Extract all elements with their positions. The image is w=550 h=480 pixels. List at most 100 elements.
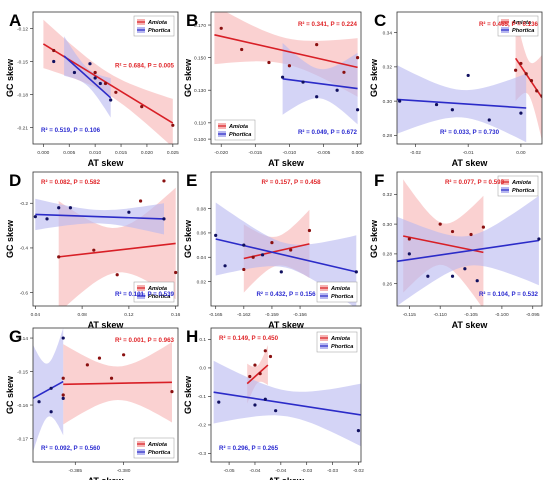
legend-label-amiota: Amiota [147,286,167,292]
y-axis-label: GC skew [369,219,379,258]
phortica-stat-label: R² = 0.432, P = 0.156 [256,291,316,298]
amiota-point [85,363,89,367]
amiota-regression-line [58,242,176,258]
amiota-point [103,81,108,86]
y-tick-label: -0.17 [17,436,28,442]
amiota-point [315,42,319,47]
legend: Amiota Phortica [133,437,175,459]
y-tick-label: 0.170 [194,23,206,29]
panel-g: G -0.385 -0.380 -0.14 -0.15 -0.16 -0.17 AT skew… [5,327,179,480]
amiota-point [251,255,255,259]
x-tick-label: 0.00 [516,150,526,156]
amiota-point [263,349,267,353]
amiota-point [174,270,178,275]
phortica-point [355,108,360,112]
y-axis-label: GC skew [183,219,193,258]
amiota-point [115,273,119,277]
phortica-point [57,206,61,210]
plot-area [33,179,178,306]
amiota-point [469,232,473,237]
panel-d: D 0.04 0.08 0.12 0.16 -0.2 -0.4 -0.6 AT skew GC s… [5,171,181,330]
amiota-point [248,374,252,379]
y-tick-label: -0.6 [20,290,29,296]
plot-area [397,179,541,306]
phortica-point [37,400,41,404]
legend-label-amiota: Amiota [330,336,350,342]
amiota-stat-label: R² = 0.465, P = 0.136 [479,21,539,28]
phortica-point [487,118,491,122]
panel-letter: B [186,11,198,30]
amiota-point [162,179,166,183]
amiota-point [219,26,223,30]
y-tick-label: 0.1 [199,337,206,343]
x-tick-label: -0.100 [495,312,509,318]
phortica-point [463,267,467,271]
amiota-point [529,78,534,83]
plot-area [42,19,175,144]
amiota-point [287,64,292,68]
legend: Amiota Phortica [316,281,358,303]
legend: Amiota Phortica [497,15,539,37]
amiota-point [407,237,411,241]
plot-area [214,12,360,125]
x-tick-label: -0.010 [283,150,297,156]
x-tick-label: -0.03 [301,468,312,474]
x-tick-label: 0.000 [352,150,364,156]
x-axis-label: AT skew [268,476,305,480]
x-axis-label: AT skew [88,158,125,168]
y-axis-label: GC skew [5,58,15,97]
amiota-point [242,267,246,272]
phortica-point [109,98,113,102]
amiota-point [438,222,442,226]
phortica-regression-line [282,78,358,90]
phortica-point [49,386,53,390]
y-tick-label: -0.4 [20,246,29,252]
x-tick-label: 0.04 [31,312,41,318]
panel-h: H -0.05 -0.04 -0.04 -0.03 -0.03 -0.02 0.1 0.0 -0.… [183,327,364,480]
x-tick-label: -0.159 [265,312,279,318]
amiota-point [61,376,65,380]
legend: Amiota Phortica [133,281,175,303]
y-tick-label: 0.26 [383,281,393,287]
amiota-point [57,255,61,259]
phortica-point [61,396,65,400]
y-axis-label: GC skew [5,375,15,414]
legend-label-amiota: Amiota [330,286,350,292]
legend-label-phortica: Phortica [229,132,251,138]
phortica-point [335,88,339,92]
phortica-stat-label: R² = 0.101, P = 0.539 [115,291,175,298]
amiota-stat-label: R² = 0.082, P = 0.582 [41,179,101,186]
phortica-point [33,215,37,219]
y-tick-label: 0.30 [383,222,393,228]
plot-frame [32,171,179,307]
phortica-point [72,70,77,75]
panel-letter: G [9,327,22,346]
panel-b: B -0.020 -0.015 -0.010 -0.005 0.000 0.170 0.150… [183,11,364,168]
amiota-point [138,199,143,203]
legend-label-phortica: Phortica [512,28,534,34]
legend-label-amiota: Amiota [147,20,167,26]
panel-letter: A [9,11,21,30]
x-tick-label: -0.04 [275,468,286,474]
amiota-point [253,363,257,367]
amiota-point [170,390,174,394]
y-tick-label: 0.110 [194,121,206,127]
amiota-point [307,228,312,233]
amiota-point [450,229,455,234]
phortica-point [127,210,131,214]
x-tick-label: 0.010 [89,150,101,156]
x-axis-label: AT skew [268,320,305,330]
amiota-stat-label: R² = 0.001, P = 0.963 [115,337,175,344]
amiota-point [171,123,175,127]
legend-label-phortica: Phortica [148,450,170,456]
y-tick-label: 0.02 [197,279,207,285]
plot-area [213,345,361,447]
y-tick-label: -0.21 [17,125,28,131]
y-axis-label: GC skew [5,219,15,258]
panel-c: C -0.02 -0.01 0.00 0.34 0.32 0.30 0.28 AT skew GC… [369,11,543,168]
amiota-point [267,60,271,65]
x-axis-label: AT skew [268,158,305,168]
x-tick-label: 0.12 [124,312,134,318]
phortica-point [407,252,411,256]
